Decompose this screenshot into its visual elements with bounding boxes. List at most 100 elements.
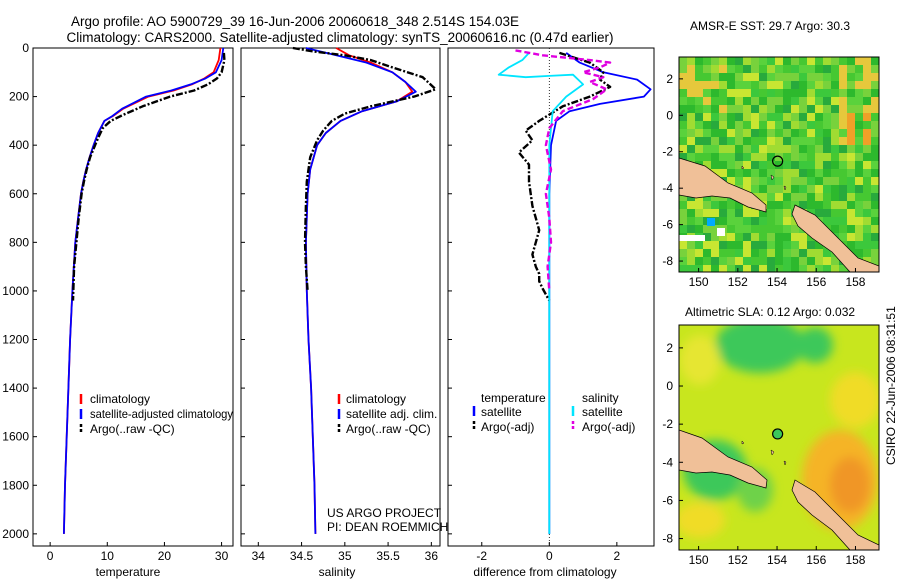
sst-cell bbox=[791, 225, 799, 233]
sst-cell bbox=[847, 233, 855, 241]
sst-cell bbox=[815, 81, 823, 89]
sst-cell bbox=[751, 105, 759, 113]
sst-cell bbox=[687, 121, 695, 129]
sst-cell bbox=[863, 209, 871, 217]
sst-cell bbox=[743, 257, 751, 265]
sst-cell bbox=[799, 145, 807, 153]
sst-cell bbox=[863, 241, 871, 249]
sst-cell bbox=[679, 57, 687, 65]
sst-cell bbox=[743, 233, 751, 241]
depth-tick-label: 0 bbox=[22, 41, 29, 55]
sst-cell bbox=[759, 161, 767, 169]
salinity-axis-label: salinity bbox=[319, 565, 356, 579]
sst-cell bbox=[759, 113, 767, 121]
map-lon-label: 150 bbox=[689, 553, 709, 567]
sst-cell bbox=[719, 65, 727, 73]
sst-cell bbox=[767, 241, 775, 249]
sst-cell bbox=[839, 265, 847, 272]
sst-cell bbox=[839, 225, 847, 233]
sst-cell bbox=[727, 169, 735, 177]
sst-cell bbox=[703, 153, 711, 161]
sst-cell bbox=[831, 129, 839, 137]
sst-cell bbox=[807, 265, 815, 272]
sst-cell bbox=[839, 161, 847, 169]
sst-cell bbox=[831, 185, 839, 193]
sst-cell bbox=[799, 57, 807, 65]
sla-high-blob bbox=[830, 457, 870, 513]
sst-cell bbox=[743, 65, 751, 73]
map-lon-label: 158 bbox=[845, 275, 865, 289]
sst-cell bbox=[783, 233, 791, 241]
sst-cell bbox=[807, 137, 815, 145]
sst-cell bbox=[767, 65, 775, 73]
sst-cell bbox=[767, 185, 775, 193]
sst-cell bbox=[783, 225, 791, 233]
sst-cell bbox=[703, 201, 711, 209]
sst-cell bbox=[807, 105, 815, 113]
sst-cell bbox=[783, 121, 791, 129]
sst-cell bbox=[727, 145, 735, 153]
sst-cell bbox=[695, 217, 703, 225]
sst-cell bbox=[855, 105, 863, 113]
sst-cell bbox=[847, 81, 855, 89]
salinity-line-satellite-adj-clim bbox=[304, 47, 417, 534]
sst-cell bbox=[831, 209, 839, 217]
sst-cell bbox=[767, 57, 775, 65]
sst-cell bbox=[807, 57, 815, 65]
sst-cell bbox=[799, 161, 807, 169]
sst-cell bbox=[815, 265, 823, 272]
sst-cell bbox=[831, 201, 839, 209]
sst-cell bbox=[687, 265, 695, 272]
sst-cell bbox=[759, 129, 767, 137]
sst-cell bbox=[791, 193, 799, 201]
sst-cell bbox=[735, 257, 743, 265]
sst-cool-cell bbox=[707, 218, 715, 226]
sst-cell bbox=[815, 137, 823, 145]
difference-line-temperature-argo-adj bbox=[517, 51, 612, 302]
sst-cell bbox=[871, 217, 879, 225]
difference-axis-label: difference from climatology bbox=[473, 565, 616, 579]
sst-cell bbox=[855, 81, 863, 89]
sst-cell bbox=[711, 65, 719, 73]
sst-cell bbox=[743, 97, 751, 105]
sst-cell bbox=[751, 153, 759, 161]
sst-cell bbox=[791, 65, 799, 73]
sla-map-title: Altimetric SLA: 0.12 Argo: 0.032 bbox=[685, 305, 855, 319]
sst-cell bbox=[847, 201, 855, 209]
sst-cell bbox=[711, 241, 719, 249]
sst-cell bbox=[831, 57, 839, 65]
sst-cell bbox=[735, 225, 743, 233]
sst-cell bbox=[679, 241, 687, 249]
sst-cell bbox=[695, 73, 703, 81]
sst-cell bbox=[775, 113, 783, 121]
sst-cell bbox=[751, 169, 759, 177]
sst-cell bbox=[839, 185, 847, 193]
sst-cell bbox=[871, 89, 879, 97]
figure-title-line1: Argo profile: AO 5900729_39 16-Jun-2006 … bbox=[71, 14, 519, 29]
sst-cell bbox=[767, 129, 775, 137]
argo-float-marker bbox=[772, 428, 784, 440]
sst-cell bbox=[687, 201, 695, 209]
sst-cell bbox=[831, 169, 839, 177]
sst-cell bbox=[743, 137, 751, 145]
temperature-line-climatology bbox=[63, 47, 222, 534]
sst-cell bbox=[695, 65, 703, 73]
sst-cell bbox=[759, 169, 767, 177]
sst-cell bbox=[823, 73, 831, 81]
sst-cell bbox=[775, 201, 783, 209]
sst-cell bbox=[743, 209, 751, 217]
sst-cell bbox=[679, 65, 687, 73]
sst-cell bbox=[775, 169, 783, 177]
map-lat-label: 2 bbox=[666, 72, 673, 86]
sst-cell bbox=[783, 145, 791, 153]
sst-cell bbox=[815, 169, 823, 177]
sst-cell bbox=[767, 193, 775, 201]
sst-cell bbox=[751, 177, 759, 185]
sst-cell bbox=[799, 185, 807, 193]
legend-argo-label: Argo(..raw -QC) bbox=[346, 422, 431, 436]
sst-cell bbox=[759, 137, 767, 145]
sst-cell bbox=[735, 89, 743, 97]
sst-cell bbox=[815, 177, 823, 185]
sst-cell bbox=[863, 177, 871, 185]
sst-cell bbox=[735, 137, 743, 145]
